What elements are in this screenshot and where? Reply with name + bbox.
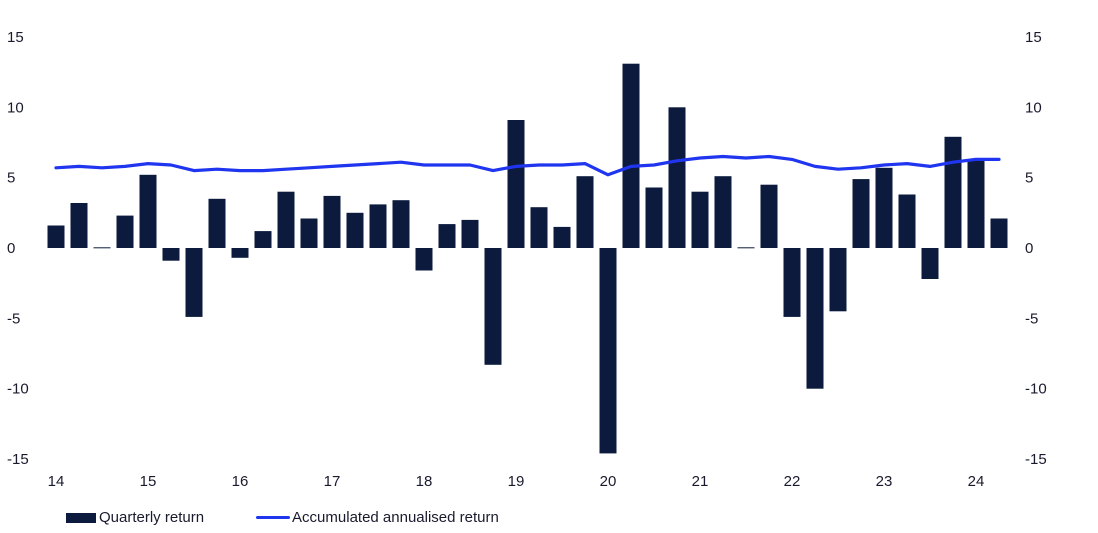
bar xyxy=(576,176,594,248)
bar xyxy=(783,248,801,317)
bar xyxy=(645,187,663,248)
bar xyxy=(760,184,778,248)
bar xyxy=(47,225,65,248)
y-tick-left: 15 xyxy=(7,29,24,46)
bar xyxy=(208,198,226,248)
bar xyxy=(484,248,502,365)
y-tick-left: -15 xyxy=(7,451,29,468)
legend-bar-swatch xyxy=(66,512,96,523)
bar xyxy=(691,191,709,248)
bar xyxy=(553,226,571,248)
y-tick-right: 10 xyxy=(1025,99,1042,116)
y-tick-left: -5 xyxy=(7,310,20,327)
bar xyxy=(668,107,686,248)
bar xyxy=(737,247,755,249)
x-axis: 14 15 16 17 18 19 20 21 22 23 24 xyxy=(48,473,985,490)
y-tick-right: 15 xyxy=(1025,29,1042,46)
bar xyxy=(139,174,157,248)
bar xyxy=(346,212,364,248)
x-tick-label: 21 xyxy=(692,473,709,490)
right-y-axis: 15 10 5 0 -5 -10 -15 xyxy=(1025,29,1047,468)
x-tick-label: 22 xyxy=(784,473,801,490)
legend-line-label: Accumulated annualised return xyxy=(292,509,499,526)
accumulated-return-line xyxy=(54,154,1001,177)
y-tick-left: 0 xyxy=(7,240,15,257)
y-tick-right: 0 xyxy=(1025,240,1033,257)
bar xyxy=(875,167,893,248)
bar xyxy=(599,248,617,454)
bar xyxy=(944,136,962,248)
bar-series xyxy=(47,63,1008,454)
bar xyxy=(369,204,387,248)
bar xyxy=(70,203,88,248)
y-tick-right: -10 xyxy=(1025,381,1047,398)
x-tick-label: 17 xyxy=(324,473,341,490)
bar xyxy=(392,200,410,248)
bar xyxy=(622,63,640,249)
bar xyxy=(277,191,295,248)
bar xyxy=(852,179,870,248)
legend-bar-label: Quarterly return xyxy=(99,509,205,526)
y-tick-left: 5 xyxy=(7,170,15,187)
bar xyxy=(438,224,456,248)
bar xyxy=(967,159,985,248)
bar xyxy=(93,247,111,249)
y-tick-right: -15 xyxy=(1025,451,1047,468)
bar xyxy=(714,176,732,248)
bar xyxy=(231,248,249,258)
bar xyxy=(254,231,272,248)
legend: Quarterly return Accumulated annualised … xyxy=(66,509,551,526)
bar xyxy=(323,195,341,248)
y-tick-right: 5 xyxy=(1025,170,1033,187)
bar xyxy=(300,218,318,248)
y-tick-right: -5 xyxy=(1025,310,1038,327)
bar xyxy=(898,194,916,248)
bar xyxy=(507,120,525,248)
y-tick-left: 10 xyxy=(7,99,24,116)
x-tick-label: 16 xyxy=(232,473,249,490)
bar xyxy=(461,219,479,248)
x-tick-label: 24 xyxy=(968,473,985,490)
bar xyxy=(921,248,939,279)
x-tick-label: 15 xyxy=(140,473,157,490)
legend-item-accumulated: Accumulated annualised return xyxy=(256,509,499,526)
bar xyxy=(806,248,824,389)
x-tick-label: 20 xyxy=(600,473,617,490)
left-y-axis: 15 10 5 0 -5 -10 -15 xyxy=(7,29,29,468)
legend-item-quarterly: Quarterly return xyxy=(66,509,204,526)
x-tick-label: 19 xyxy=(508,473,525,490)
x-tick-label: 18 xyxy=(416,473,433,490)
bar xyxy=(530,207,548,248)
x-tick-label: 23 xyxy=(876,473,893,490)
bar xyxy=(829,248,847,312)
legend-line-swatch xyxy=(256,516,291,519)
bar xyxy=(185,248,203,317)
y-tick-left: -10 xyxy=(7,381,29,398)
bar xyxy=(415,248,433,271)
bar xyxy=(162,248,180,261)
bar xyxy=(990,218,1008,248)
x-tick-label: 14 xyxy=(48,473,65,490)
bar xyxy=(116,215,134,248)
line-series xyxy=(54,154,1001,177)
